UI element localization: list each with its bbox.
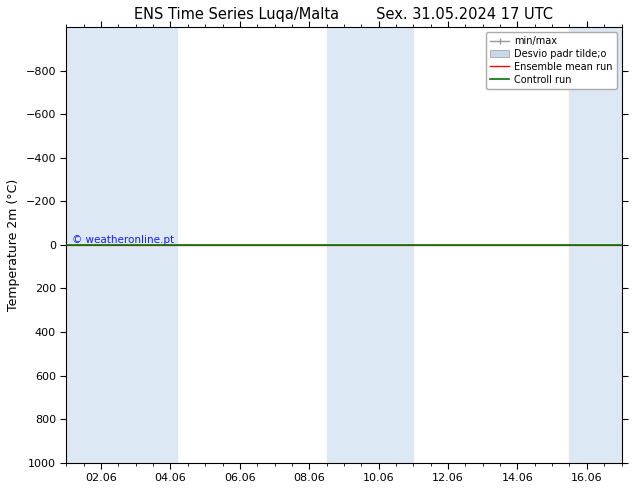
Legend: min/max, Desvio padr tilde;o, Ensemble mean run, Controll run: min/max, Desvio padr tilde;o, Ensemble m…	[486, 32, 617, 89]
Bar	[67, 27, 136, 463]
Bar	[136, 27, 178, 463]
Text: © weatheronline.pt: © weatheronline.pt	[72, 235, 174, 245]
Title: ENS Time Series Luqa/Malta        Sex. 31.05.2024 17 UTC: ENS Time Series Luqa/Malta Sex. 31.05.20…	[134, 7, 553, 22]
Bar	[327, 27, 413, 463]
Bar	[569, 27, 621, 463]
Y-axis label: Temperature 2m (°C): Temperature 2m (°C)	[7, 179, 20, 311]
